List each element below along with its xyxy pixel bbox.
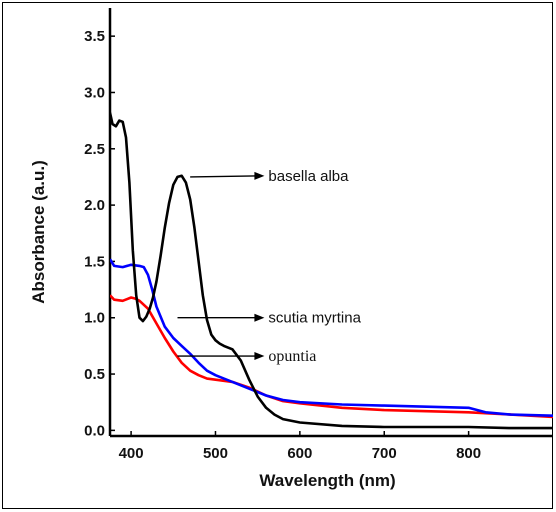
y-tick-label: 0.5 bbox=[84, 366, 105, 383]
annotation-arrow-head bbox=[254, 171, 265, 180]
series-line-basella-alba bbox=[110, 112, 553, 430]
annotation-arrow-head bbox=[254, 313, 265, 322]
y-tick-label: 2.0 bbox=[84, 197, 105, 214]
x-tick-label: 400 bbox=[119, 445, 144, 462]
series-line-scutia-myrtina bbox=[110, 258, 553, 417]
y-tick-label: 1.0 bbox=[84, 310, 105, 327]
y-tick-label: 3.5 bbox=[84, 28, 105, 45]
annotation-label: scutia myrtina bbox=[268, 310, 361, 327]
annotation-label: basella alba bbox=[268, 168, 349, 185]
x-axis-title: Wavelength (nm) bbox=[259, 471, 395, 490]
annotation-arrow-head bbox=[254, 352, 265, 361]
x-tick-label: 800 bbox=[456, 445, 481, 462]
x-tick-label: 600 bbox=[287, 445, 312, 462]
y-axis-title: Absorbance (a.u.) bbox=[29, 160, 48, 304]
annotation-arrow-line bbox=[190, 175, 261, 178]
annotation-label: opuntia bbox=[268, 348, 316, 365]
y-tick-label: 3.0 bbox=[84, 84, 105, 101]
y-tick-label: 1.5 bbox=[84, 253, 105, 270]
y-tick-label: 2.5 bbox=[84, 141, 105, 158]
y-tick-label: 0.0 bbox=[84, 422, 105, 439]
x-tick-label: 700 bbox=[372, 445, 397, 462]
x-tick-label: 500 bbox=[203, 445, 228, 462]
